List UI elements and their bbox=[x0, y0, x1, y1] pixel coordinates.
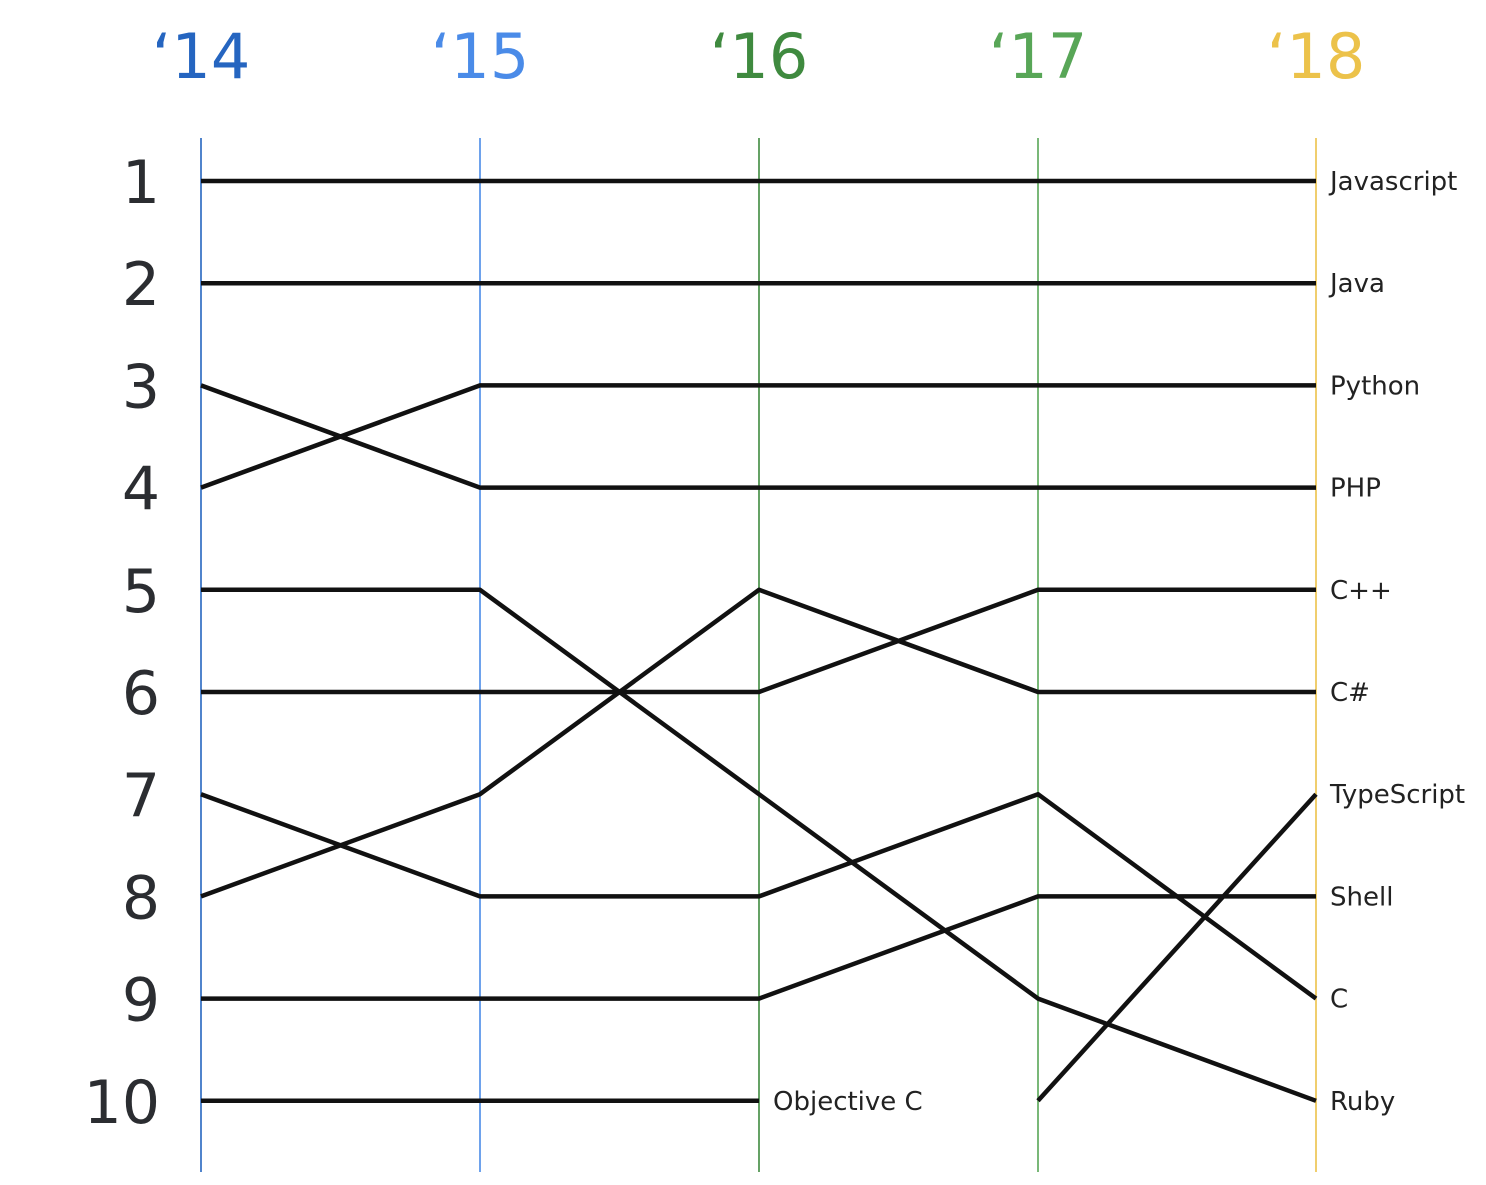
series-line bbox=[1038, 794, 1316, 1101]
series-label: PHP bbox=[1330, 474, 1381, 504]
year-label: ‘18 bbox=[1267, 20, 1366, 93]
rank-label: 3 bbox=[122, 352, 160, 422]
series-label: Javascript bbox=[1328, 167, 1457, 197]
rank-label: 10 bbox=[84, 1068, 160, 1138]
rank-label: 2 bbox=[122, 250, 160, 320]
rank-label: 6 bbox=[122, 659, 160, 729]
year-axes bbox=[201, 138, 1316, 1172]
rank-label: 7 bbox=[122, 761, 160, 831]
series-label: TypeScript bbox=[1329, 780, 1465, 810]
series-label: Python bbox=[1330, 371, 1420, 401]
rank-label: 5 bbox=[122, 557, 160, 627]
series-label: C bbox=[1330, 985, 1348, 1015]
rank-label: 9 bbox=[122, 966, 160, 1036]
series-label: Ruby bbox=[1330, 1087, 1395, 1117]
year-label: ‘15 bbox=[431, 20, 530, 93]
rank-labels: 1 2 3 4 5 6 7 8 9 10 bbox=[84, 148, 160, 1138]
rank-label: 4 bbox=[122, 455, 160, 525]
year-label: ‘16 bbox=[710, 20, 809, 93]
rank-label: 1 bbox=[122, 148, 160, 218]
rank-label: 8 bbox=[122, 863, 160, 933]
series-labels: Javascript Java Python PHP C++ C# TypeScript Sh… bbox=[773, 167, 1465, 1117]
series-label: C# bbox=[1330, 678, 1370, 708]
year-label: ‘17 bbox=[989, 20, 1088, 93]
year-labels: ‘14 ‘15 ‘16 ‘17 ‘18 bbox=[152, 20, 1366, 93]
year-label: ‘14 bbox=[152, 20, 251, 93]
series-label: C++ bbox=[1330, 576, 1392, 606]
series-label: Java bbox=[1328, 269, 1385, 299]
series-label: Objective C bbox=[773, 1087, 923, 1117]
series-label: Shell bbox=[1330, 882, 1393, 912]
